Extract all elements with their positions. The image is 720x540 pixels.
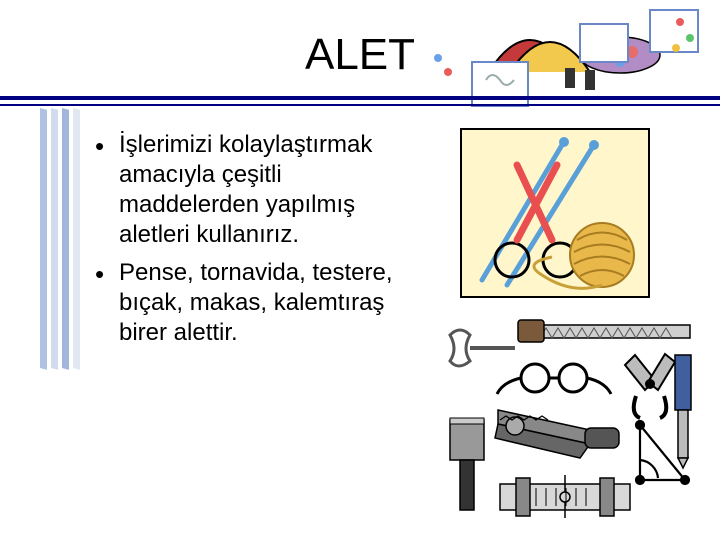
tools-illustration [440, 310, 700, 520]
list-item: Pense, tornavida, testere, bıçak, makas,… [95, 258, 415, 348]
page-title: ALET [305, 30, 415, 80]
side-stripes-decoration [40, 108, 80, 368]
knitting-illustration [460, 128, 650, 298]
title-row: ALET [0, 30, 720, 90]
slide: ALET İşlerimizi kolaylaştırmak amacıyla … [0, 0, 720, 540]
list-item: İşlerimizi kolaylaştırmak amacıyla çeşit… [95, 130, 415, 250]
bullet-content: İşlerimizi kolaylaştırmak amacıyla çeşit… [95, 130, 415, 356]
title-underline [0, 96, 720, 106]
bullet-list: İşlerimizi kolaylaştırmak amacıyla çeşit… [95, 130, 415, 348]
